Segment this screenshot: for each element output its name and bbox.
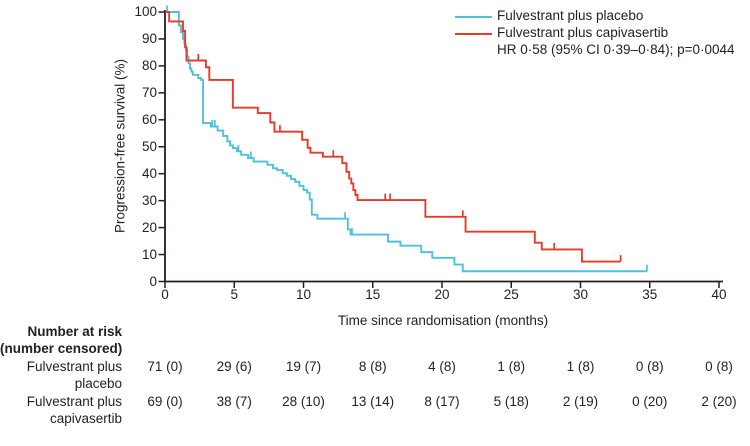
x-tick-label: 40 <box>711 287 727 302</box>
y-tick-label: 100 <box>134 4 157 19</box>
y-tick-label: 70 <box>141 84 157 100</box>
x-tick-label: 25 <box>503 287 519 302</box>
y-tick-label: 60 <box>141 111 157 127</box>
y-tick-label: 20 <box>141 219 157 235</box>
y-tick-label: 10 <box>141 246 157 262</box>
legend-label-capivasertib: Fulvestrant plus capivasertib <box>497 25 669 40</box>
at-risk-value: 4 (8) <box>428 359 456 374</box>
at-risk-value: 1 (8) <box>497 359 526 374</box>
y-tick-label: 30 <box>141 192 157 208</box>
x-tick-label: 35 <box>642 287 658 302</box>
at-risk-value: 29 (6) <box>216 359 252 374</box>
x-axis-title: Time since randomisation (months) <box>337 313 549 328</box>
y-tick-label: 90 <box>141 30 157 46</box>
at-risk-value: 71 (0) <box>147 359 183 374</box>
x-tick-label: 20 <box>434 287 450 302</box>
at-risk-value: 0 (8) <box>635 359 664 374</box>
at-risk-value: 8 (17) <box>424 394 460 409</box>
at-risk-row-label-capivasertib-line1: Fulvestrant plus <box>26 394 122 409</box>
at-risk-header-line2: (number censored) <box>0 341 123 356</box>
at-risk-value: 8 (8) <box>358 359 387 374</box>
at-risk-value: 2 (20) <box>701 394 737 409</box>
at-risk-value: 13 (14) <box>351 394 395 409</box>
at-risk-value: 38 (7) <box>216 394 252 409</box>
x-tick-label: 0 <box>161 287 169 302</box>
y-tick-label: 50 <box>141 138 157 154</box>
at-risk-row-label-placebo-line2: placebo <box>74 376 122 391</box>
y-tick-label: 0 <box>149 273 157 289</box>
legend-line-placebo-icon <box>455 16 492 19</box>
at-risk-row-label-capivasertib-line2: capivasertib <box>49 411 122 426</box>
legend-line-capivasertib-icon <box>455 33 492 36</box>
x-tick-label: 10 <box>295 287 312 302</box>
at-risk-header-line1: Number at risk <box>27 324 122 339</box>
at-risk-value: 28 (10) <box>282 394 325 409</box>
y-tick-label: 80 <box>141 57 157 73</box>
y-tick-label: 40 <box>141 165 157 181</box>
at-risk-value: 5 (18) <box>493 394 529 409</box>
x-tick-label: 5 <box>230 287 238 302</box>
x-tick-label: 30 <box>572 287 589 302</box>
at-risk-value: 19 (7) <box>285 359 322 374</box>
at-risk-value: 0 (20) <box>632 394 668 409</box>
hr-annotation: HR 0·58 (95% CI 0·39–0·84); p=0·0044 <box>497 42 735 57</box>
at-risk-row-label-placebo-line1: Fulvestrant plus <box>26 359 122 374</box>
at-risk-value: 1 (8) <box>566 359 595 374</box>
km-curve-capivasertib <box>165 11 621 263</box>
legend-label-placebo: Fulvestrant plus placebo <box>497 8 644 23</box>
at-risk-value: 0 (8) <box>705 359 733 374</box>
x-tick-label: 15 <box>365 287 381 302</box>
at-risk-value: 69 (0) <box>147 394 183 409</box>
at-risk-value: 2 (19) <box>562 394 599 409</box>
